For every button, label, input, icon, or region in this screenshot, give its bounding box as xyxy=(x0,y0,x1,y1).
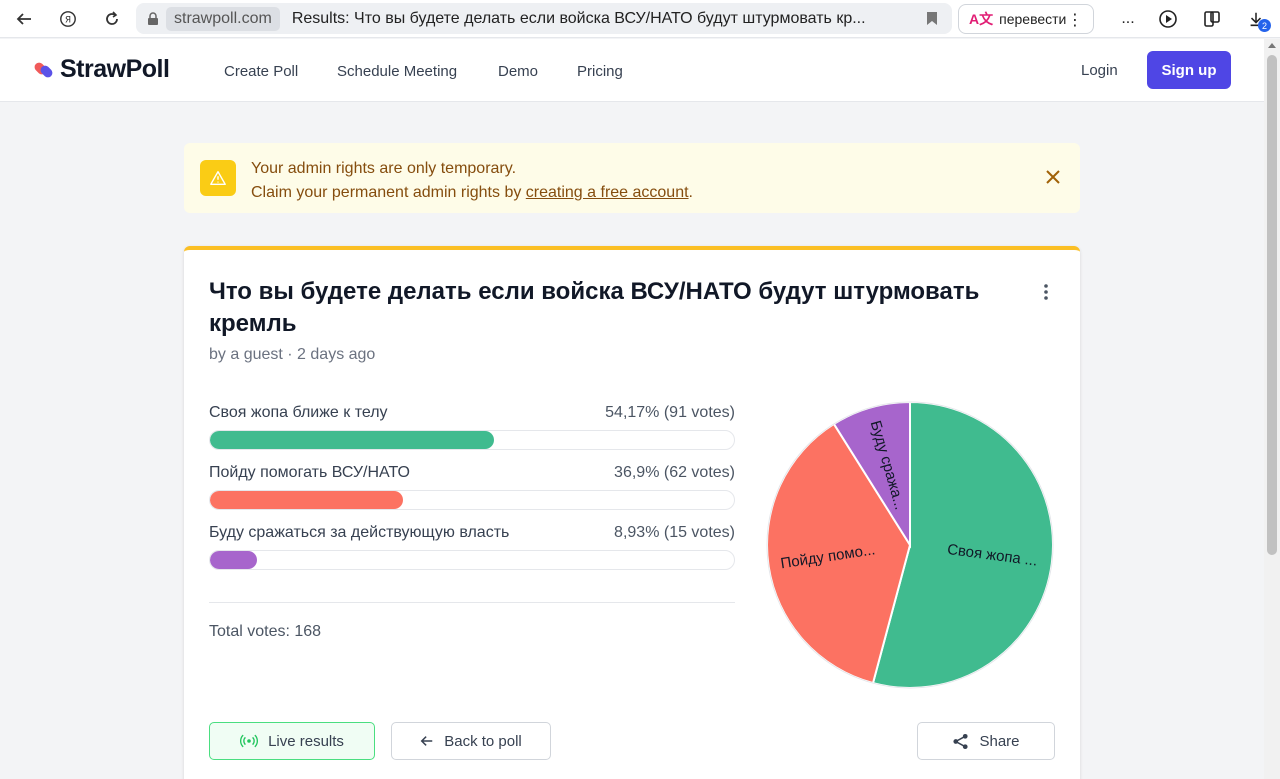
result-bar-fill xyxy=(210,431,494,449)
nav-create-poll[interactable]: Create Poll xyxy=(224,63,299,80)
pie-outline xyxy=(766,401,1054,689)
result-bar-fill xyxy=(210,551,257,569)
result-option: Пойду помогать ВСУ/НАТО 36,9% (62 votes) xyxy=(209,464,735,510)
scroll-thumb[interactable] xyxy=(1267,55,1277,555)
address-bar[interactable]: strawpoll.com Results: Что вы будете дел… xyxy=(136,3,952,34)
reload-icon[interactable] xyxy=(98,5,126,33)
alert-line1: Your admin rights are only temporary. xyxy=(251,160,517,177)
divider xyxy=(209,602,735,603)
scroll-up-icon[interactable] xyxy=(1268,43,1276,48)
site-header: StrawPoll Create Poll Schedule Meeting D… xyxy=(0,39,1264,102)
nav-demo[interactable]: Demo xyxy=(498,63,539,80)
live-results-button[interactable]: Live results xyxy=(209,722,375,760)
result-option: Буду сражаться за действующую власть 8,93… xyxy=(209,524,735,570)
translate-label: перевести xyxy=(999,11,1067,27)
page-tab-title: Results: Что вы будете делать если войск… xyxy=(291,9,866,27)
svg-text:Я: Я xyxy=(65,16,71,26)
login-link[interactable]: Login xyxy=(1081,62,1118,79)
admin-rights-alert: Your admin rights are only temporary. Cl… xyxy=(184,143,1080,213)
media-play-icon[interactable] xyxy=(1155,6,1181,32)
signup-button[interactable]: Sign up xyxy=(1147,51,1231,89)
browser-toolbar: Я strawpoll.com Results: Что вы будете д… xyxy=(0,0,1280,38)
back-arrow-icon[interactable] xyxy=(10,5,38,33)
results-pie-chart: Своя жопа ...Пойду помо...Буду сража... xyxy=(766,400,1054,689)
poll-results-card: Что вы будете делать если войска ВСУ/НАТ… xyxy=(184,246,1080,779)
translate-menu-icon[interactable]: ⋮ xyxy=(1067,12,1083,29)
create-account-link[interactable]: creating a free account xyxy=(525,184,689,201)
alert-line2: Claim your permanent admin rights by cre… xyxy=(251,181,693,205)
option-label: Своя жопа ближе к телу xyxy=(209,404,388,421)
total-votes: Total votes: 168 xyxy=(209,623,322,640)
result-bar xyxy=(209,550,735,570)
logo-text: StrawPoll xyxy=(60,55,170,83)
option-result: 8,93% (15 votes) xyxy=(614,524,735,541)
alert-line2-prefix: Claim your permanent admin rights by xyxy=(251,184,526,201)
live-results-label: Live results xyxy=(268,732,344,750)
nav-pricing[interactable]: Pricing xyxy=(577,63,623,80)
logo-icon xyxy=(34,62,53,77)
lock-icon xyxy=(148,11,158,25)
bookmark-icon[interactable] xyxy=(926,11,938,26)
downloads-icon[interactable]: 2 xyxy=(1243,6,1271,32)
share-button[interactable]: Share xyxy=(917,722,1055,760)
option-result: 36,9% (62 votes) xyxy=(614,464,735,481)
poll-title: Что вы будете делать если войска ВСУ/НАТ… xyxy=(209,278,980,337)
alert-message: Your admin rights are only temporary. Cl… xyxy=(251,157,693,205)
result-bar-fill xyxy=(210,491,404,509)
option-label: Буду сражаться за действующую власть xyxy=(209,524,510,541)
share-label: Share xyxy=(979,732,1020,750)
poll-byline: by a guest · 2 days ago xyxy=(209,346,376,363)
translate-icon: A文 xyxy=(969,11,994,27)
result-bar xyxy=(209,490,735,510)
translate-button[interactable]: A文 перевести ⋮ xyxy=(958,4,1094,34)
close-icon[interactable] xyxy=(1044,168,1062,186)
result-option: Своя жопа ближе к телу 54,17% (91 votes) xyxy=(209,404,735,450)
option-result: 54,17% (91 votes) xyxy=(605,404,735,421)
downloads-badge: 2 xyxy=(1258,19,1271,32)
alert-line2-suffix: . xyxy=(688,184,693,201)
more-icon[interactable]: ... xyxy=(1121,10,1135,27)
back-to-poll-button[interactable]: Back to poll xyxy=(391,722,551,760)
page-scrollbar[interactable] xyxy=(1264,39,1280,779)
yandex-icon[interactable]: Я xyxy=(54,5,82,33)
strawpoll-logo[interactable]: StrawPoll xyxy=(32,55,170,84)
back-to-poll-label: Back to poll xyxy=(444,732,522,750)
collections-icon[interactable] xyxy=(1199,6,1225,32)
more-options-icon[interactable] xyxy=(1038,282,1054,302)
result-bar xyxy=(209,430,735,450)
option-label: Пойду помогать ВСУ/НАТО xyxy=(209,464,410,481)
warning-icon xyxy=(200,160,236,196)
arrow-left-icon xyxy=(420,736,433,746)
broadcast-icon xyxy=(240,734,259,748)
address-domain[interactable]: strawpoll.com xyxy=(166,6,280,31)
share-icon xyxy=(953,733,969,749)
nav-schedule-meeting[interactable]: Schedule Meeting xyxy=(337,63,458,80)
